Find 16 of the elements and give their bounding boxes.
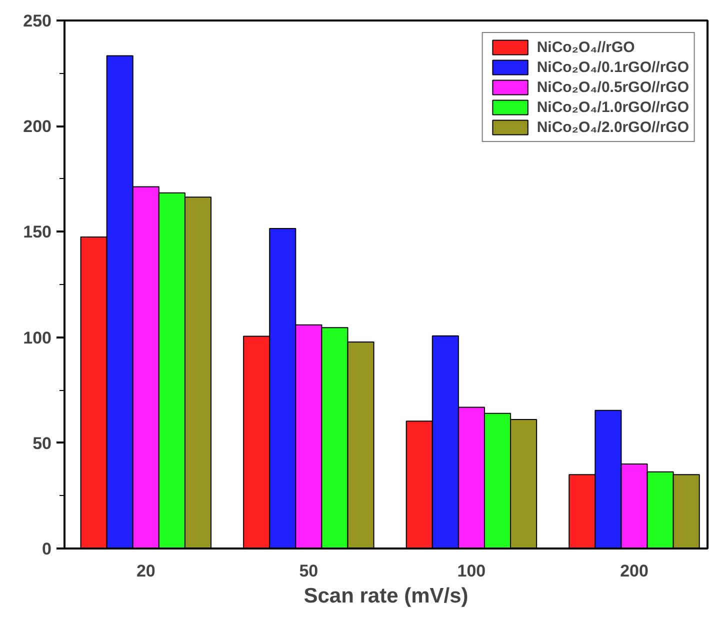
- legend-label: NiCo₂O₄/0.5rGO//rGO: [536, 78, 689, 96]
- y-tick-label: 50: [32, 434, 52, 453]
- y-tick-label: 200: [23, 117, 52, 136]
- x-tick-label: 100: [457, 562, 486, 580]
- x-axis-title: Scan rate (mV/s): [304, 584, 468, 608]
- legend-label: NiCo₂O₄//rGO: [536, 38, 635, 56]
- y-tick-label: 0: [42, 540, 52, 558]
- y-tick-label: 150: [23, 222, 52, 242]
- legend-label: NiCo₂O₄/2.0rGO//rGO: [536, 118, 689, 136]
- legend-label: NiCo₂O₄/0.1rGO//rGO: [536, 58, 689, 76]
- y-tick-label: 250: [23, 12, 52, 30]
- x-tick-label: 50: [299, 562, 318, 580]
- y-tick-label: 100: [23, 328, 52, 348]
- x-tick-label: 20: [136, 562, 156, 580]
- legend-label: NiCo₂O₄/1.0rGO//rGO: [536, 98, 689, 116]
- x-tick-label: 200: [620, 562, 648, 580]
